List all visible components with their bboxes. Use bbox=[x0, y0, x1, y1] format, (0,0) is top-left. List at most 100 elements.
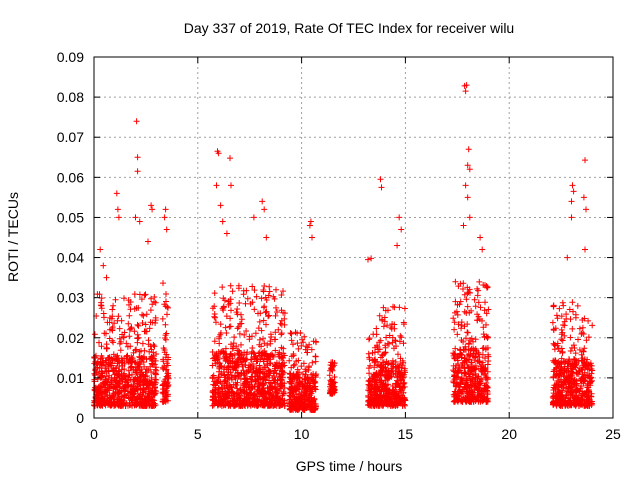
data-point bbox=[253, 293, 260, 300]
data-point bbox=[211, 290, 218, 297]
data-point bbox=[256, 362, 263, 369]
data-point bbox=[307, 218, 314, 225]
data-point bbox=[465, 365, 472, 371]
data-point bbox=[454, 331, 461, 338]
data-point bbox=[567, 394, 574, 401]
data-point bbox=[254, 396, 261, 403]
data-point bbox=[268, 334, 275, 340]
data-point bbox=[235, 372, 242, 379]
data-point bbox=[116, 340, 123, 347]
data-point bbox=[261, 206, 268, 213]
data-point bbox=[280, 388, 287, 395]
data-point bbox=[111, 320, 118, 327]
data-point bbox=[93, 369, 100, 376]
data-point bbox=[235, 282, 242, 289]
data-point bbox=[553, 312, 560, 319]
data-point bbox=[450, 367, 457, 374]
data-point bbox=[550, 340, 557, 347]
data-point bbox=[286, 400, 293, 407]
data-point bbox=[575, 394, 582, 401]
data-point bbox=[275, 326, 282, 333]
data-point bbox=[160, 356, 167, 363]
data-point bbox=[136, 291, 143, 298]
data-point bbox=[566, 356, 572, 363]
data-point bbox=[466, 286, 473, 293]
data-point bbox=[137, 371, 144, 378]
data-point bbox=[381, 318, 388, 325]
data-point bbox=[306, 398, 313, 405]
data-point bbox=[483, 399, 490, 405]
data-point bbox=[256, 318, 263, 325]
data-point bbox=[162, 321, 169, 328]
data-point bbox=[236, 300, 243, 306]
data-point bbox=[152, 314, 159, 321]
data-point bbox=[265, 372, 272, 379]
data-point bbox=[559, 349, 566, 356]
data-point bbox=[568, 402, 575, 409]
data-point bbox=[242, 375, 249, 382]
scatter-points bbox=[91, 82, 596, 413]
data-point bbox=[261, 364, 268, 371]
data-point bbox=[468, 392, 475, 399]
data-point bbox=[482, 355, 488, 362]
data-point bbox=[550, 327, 557, 334]
data-point bbox=[379, 317, 386, 324]
data-point bbox=[96, 291, 103, 298]
data-point bbox=[126, 312, 133, 319]
data-point bbox=[395, 394, 402, 401]
data-point bbox=[98, 343, 105, 350]
data-point bbox=[212, 386, 219, 393]
data-point bbox=[115, 313, 122, 320]
data-point bbox=[387, 324, 394, 331]
data-point bbox=[466, 341, 472, 348]
data-point bbox=[467, 351, 474, 358]
data-point bbox=[388, 361, 395, 368]
data-point bbox=[106, 335, 113, 342]
data-point bbox=[306, 392, 313, 399]
data-point bbox=[365, 256, 371, 263]
data-point bbox=[102, 357, 109, 364]
data-point bbox=[464, 194, 471, 201]
data-point bbox=[269, 374, 276, 381]
data-point bbox=[103, 392, 110, 399]
data-point bbox=[265, 355, 272, 362]
data-point bbox=[97, 302, 104, 309]
data-point bbox=[461, 308, 468, 315]
data-point bbox=[223, 354, 230, 361]
data-point bbox=[580, 348, 587, 355]
data-point bbox=[233, 309, 240, 316]
data-point bbox=[238, 316, 245, 323]
data-point bbox=[143, 311, 150, 318]
data-point bbox=[227, 323, 234, 330]
data-point bbox=[288, 353, 295, 360]
data-point bbox=[211, 352, 218, 358]
data-point bbox=[216, 335, 223, 342]
data-point bbox=[551, 366, 558, 373]
data-point bbox=[256, 369, 263, 376]
data-point bbox=[458, 376, 465, 383]
data-point bbox=[209, 387, 216, 394]
data-point bbox=[261, 283, 268, 289]
data-point bbox=[225, 400, 232, 407]
data-point bbox=[148, 202, 155, 209]
data-point bbox=[132, 347, 139, 354]
data-point bbox=[259, 375, 266, 382]
data-point bbox=[376, 312, 383, 319]
data-point bbox=[121, 295, 127, 302]
data-point bbox=[150, 349, 157, 356]
y-tick-label: 0 bbox=[76, 410, 84, 426]
data-point bbox=[472, 303, 479, 310]
x-tick-label: 15 bbox=[398, 426, 414, 442]
data-point bbox=[375, 386, 382, 393]
data-point bbox=[331, 360, 338, 367]
data-point bbox=[238, 359, 245, 366]
data-point bbox=[143, 403, 150, 409]
data-point bbox=[91, 331, 98, 338]
data-point bbox=[255, 368, 262, 375]
data-point bbox=[123, 340, 130, 347]
y-tick-label: 0.03 bbox=[57, 290, 84, 306]
data-point bbox=[463, 296, 470, 303]
data-point bbox=[560, 397, 567, 404]
data-point bbox=[567, 348, 574, 354]
data-point bbox=[163, 383, 170, 390]
